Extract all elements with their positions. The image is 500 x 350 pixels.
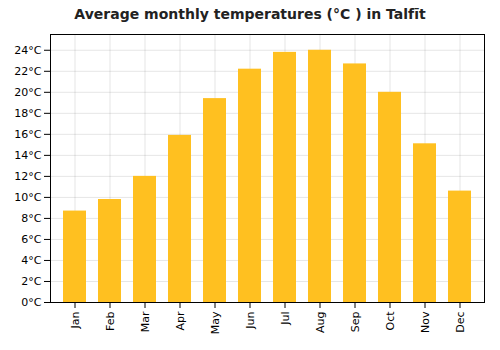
svg-text:8°C: 8°C [21,212,41,225]
svg-text:2°C: 2°C [21,275,41,288]
svg-text:Jul: Jul [279,312,292,326]
svg-text:May: May [209,311,222,334]
svg-text:6°C: 6°C [21,233,41,246]
svg-text:0°C: 0°C [21,296,41,309]
svg-text:Apr: Apr [174,311,187,331]
svg-text:Aug: Aug [314,312,327,333]
svg-text:Feb: Feb [104,311,117,330]
html-text:Average monthly temperatures (: Average monthly temperatures (°C ) in Ta… [74,6,426,22]
svg-text:Dec: Dec [454,312,467,333]
svg-text:22°C: 22°C [14,65,41,78]
svg-text:16°C: 16°C [14,128,41,141]
svg-text:Jan: Jan [69,311,82,329]
svg-text:Mar: Mar [139,311,152,332]
svg-text:Jun: Jun [244,311,257,329]
svg-text:20°C: 20°C [14,86,41,99]
svg-text:4°C: 4°C [21,254,41,267]
svg-text:Oct: Oct [384,311,397,331]
svg-text:24°C: 24°C [14,44,41,57]
svg-text:12°C: 12°C [14,170,41,183]
svg-text:Sep: Sep [349,311,362,332]
svg-text:14°C: 14°C [14,149,41,162]
svg-text:18°C: 18°C [14,107,41,120]
svg-text:Nov: Nov [419,311,432,333]
svg-text:10°C: 10°C [14,191,41,204]
